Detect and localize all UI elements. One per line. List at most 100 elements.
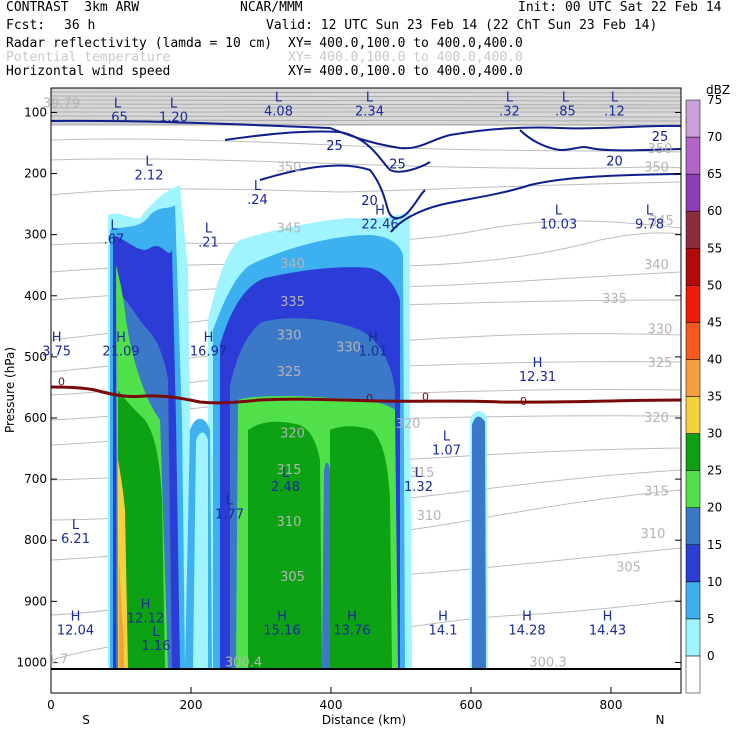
pressure-center-type: L (282, 466, 290, 481)
y-tick-label: 400 (24, 289, 47, 303)
colorbar-level-label: 20 (707, 501, 722, 515)
reflectivity-fill (108, 185, 488, 668)
wind-contour-label: 25 (389, 157, 406, 172)
colorbar-swatch (685, 99, 701, 138)
pressure-center-type: H (438, 610, 448, 625)
pressure-center-value: .21 (198, 236, 219, 251)
plot-frame (50, 87, 682, 694)
pressure-center-type: H (522, 610, 532, 625)
pressure-center-type: L (611, 90, 619, 105)
pressure-center-type: L (145, 154, 153, 169)
theta-contour-label: 310 (417, 509, 442, 524)
forecast-label: Fcst: (6, 18, 46, 33)
pressure-center-value: 1.32 (404, 480, 433, 495)
pressure-center-type: L (114, 96, 122, 111)
colorbar-swatch (685, 581, 701, 620)
pressure-center-value: .32 (499, 104, 520, 119)
colorbar-swatch (685, 618, 701, 657)
colorbar-swatch (685, 396, 701, 434)
colorbar-swatch (685, 136, 701, 175)
theta-contour-label: 300.4 (225, 655, 262, 670)
theta-contour-label: 330 (648, 322, 673, 337)
wind-contour-label: 20 (606, 154, 623, 169)
pressure-center-value: 12.12 (127, 612, 164, 627)
theta-contour-label: 325 (648, 356, 673, 371)
y-tick-label: 200 (24, 167, 47, 181)
pressure-center-value: 12.04 (57, 624, 94, 639)
y-tick-label: 1000 (16, 655, 47, 669)
pressure-center-type: L (275, 90, 283, 105)
y-axis-title: Pressure (hPa) (3, 347, 17, 433)
theta-contour-label: 39.79 (43, 96, 80, 111)
pressure-center-value: 16.97 (190, 344, 227, 359)
colorbar-level-label: 0 (707, 649, 715, 663)
pressure-center-value: 15.16 (263, 624, 300, 639)
pressure-center-value: .24 (247, 193, 268, 208)
theta-contour-label: 310 (277, 515, 302, 530)
theta-contour-label: 300.3 (529, 655, 566, 670)
pressure-center-value: 2.48 (271, 480, 300, 495)
colorbar-swatch (685, 248, 701, 286)
pressure-center-type: H (277, 610, 287, 625)
pressure-center-type: L (415, 466, 423, 481)
x-tick-label: 400 (320, 698, 343, 712)
wind-labels: 25 25 20 20 25 (326, 130, 668, 209)
colorbar-level-label: 65 (707, 167, 722, 181)
direction-south: S (82, 713, 90, 727)
colorbar-level-label: 55 (707, 241, 722, 255)
field-name-reflectivity: Radar reflectivity (lamda = 10 cm) (6, 36, 273, 51)
colorbar-level-label: 15 (707, 538, 722, 552)
pressure-center-value: 1.16 (142, 639, 171, 654)
theta-contour-label: 350 (277, 160, 302, 175)
forecast-hour: 36 h (64, 18, 96, 33)
field-xy-reflectivity: XY= 400.0,100.0 to 400.0,400.0 (288, 36, 523, 51)
pressure-center-type: L (366, 90, 374, 105)
wind-contours (51, 119, 681, 233)
pressure-center-value: 6.21 (61, 532, 90, 547)
colorbar-swatch (685, 322, 701, 360)
freezing-level-label: 0 (366, 392, 373, 405)
y-tick-label: 700 (24, 472, 47, 486)
theta-contour-label: 335 (602, 292, 627, 307)
theta-contour-label: 1.7 (48, 652, 69, 667)
colorbar-level-label: 25 (707, 464, 722, 478)
colorbar-level-label: 70 (707, 130, 722, 144)
colorbar-unit: dBZ (706, 83, 730, 97)
wind-contour-label: 20 (361, 194, 378, 209)
pressure-center-type: H (368, 330, 378, 345)
pressure-center-value: 1.20 (159, 110, 188, 125)
pressure-center-type: L (254, 179, 262, 194)
field-name-wind: Horizontal wind speed (6, 64, 171, 79)
pressure-center-type: H (375, 203, 385, 218)
pressure-center-value: 1.01 (359, 344, 388, 359)
pressure-center-value: 22.46 (361, 217, 398, 232)
direction-north: N (656, 713, 665, 727)
y-tick-label: 900 (24, 594, 47, 608)
pressure-center-value: 13.76 (333, 624, 370, 639)
colorbar-level-label: 35 (707, 390, 722, 404)
x-tick-label: 600 (460, 698, 483, 712)
theta-contour-label: 305 (280, 570, 305, 585)
y-tick-label: 800 (24, 533, 47, 547)
theta-contour-label: 340 (280, 257, 305, 272)
field-name-theta: Potential temperature (6, 50, 171, 65)
colorbar-level-label: 30 (707, 427, 722, 441)
pressure-center-value: 1.77 (215, 508, 244, 523)
theta-contour-label: 330 (277, 329, 302, 344)
theta-contour-label: 320 (280, 426, 305, 441)
theta-contour-label: 320 (396, 417, 421, 432)
pressure-center-type: H (116, 330, 126, 345)
x-tick-label: 200 (180, 698, 203, 712)
pressure-center-value: 21.09 (102, 344, 139, 359)
pressure-center-value: 3.75 (42, 344, 71, 359)
pressure-center-value: 14.28 (508, 624, 545, 639)
colorbar-swatch (685, 285, 701, 323)
pressure-center-type: H (533, 356, 543, 371)
colorbar-level-label: 60 (707, 204, 722, 218)
pressure-center-type: L (110, 219, 118, 234)
theta-labels: 350 345 340 335 330 330 325 320 320 315 315 310 310 3… (43, 96, 674, 670)
x-axis-title: Distance (km) (322, 713, 406, 727)
colorbar-swatch (685, 544, 701, 583)
pressure-center-type: H (52, 330, 62, 345)
